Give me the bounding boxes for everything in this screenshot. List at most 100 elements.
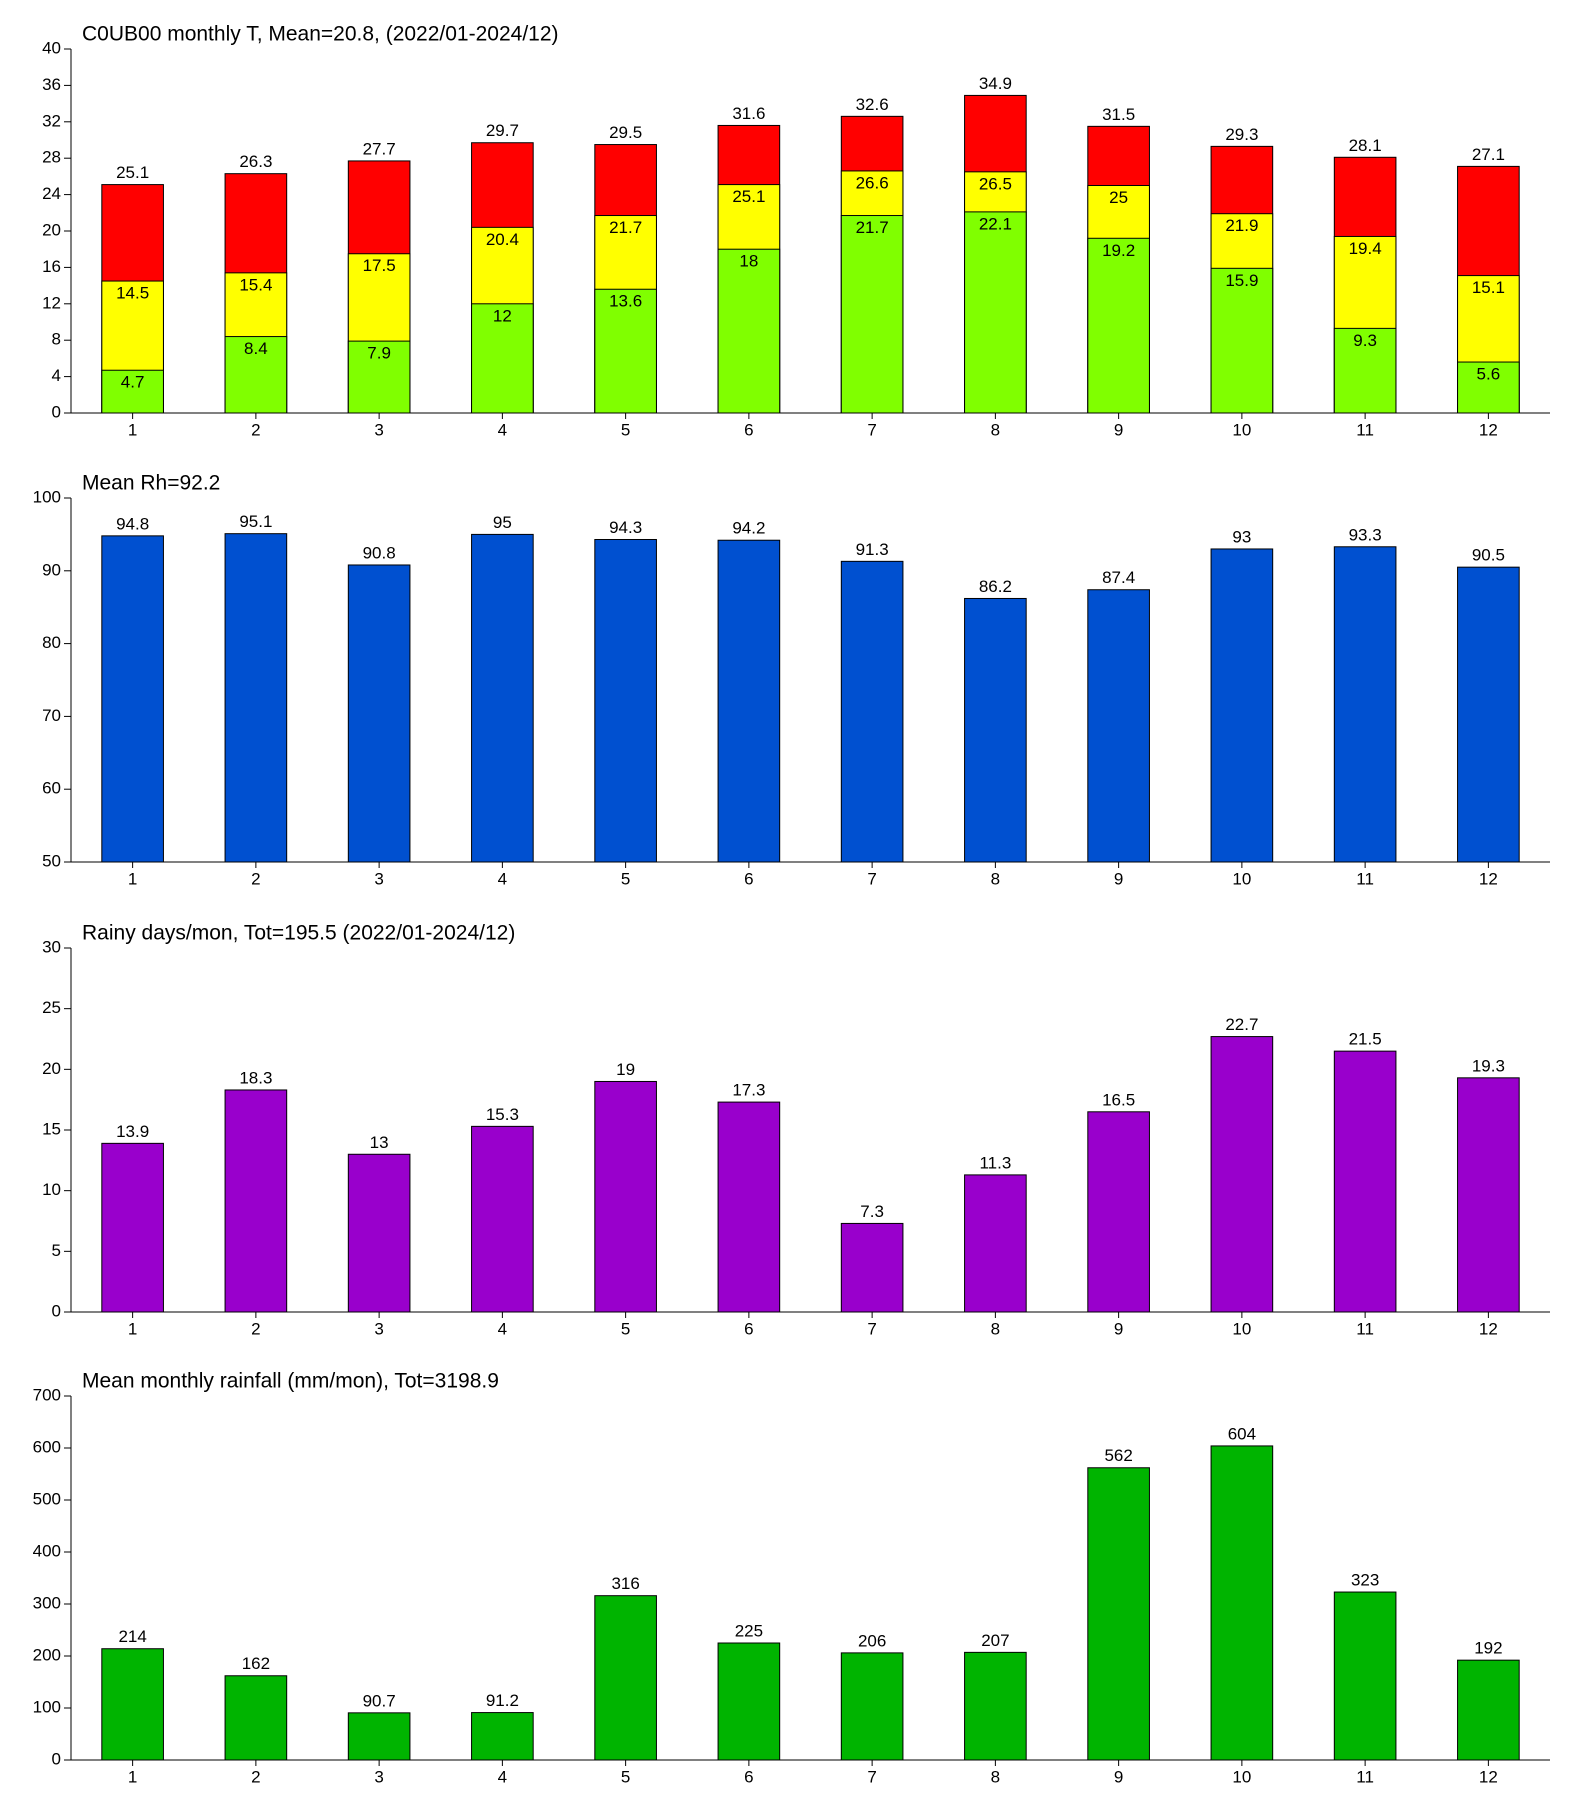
y-tick-label: 300: [33, 1593, 61, 1612]
x-tick-label: 11: [1356, 869, 1374, 888]
x-tick-label: 10: [1232, 1767, 1251, 1786]
value-label: 86.2: [979, 577, 1012, 596]
value-label: 19.2: [1102, 241, 1135, 260]
x-tick-label: 3: [374, 420, 383, 439]
y-tick-label: 20: [42, 1059, 61, 1078]
value-label: 16.5: [1102, 1090, 1135, 1109]
value-label: 26.3: [239, 152, 272, 171]
value-label: 94.2: [732, 519, 765, 538]
x-tick-label: 7: [867, 869, 876, 888]
bar: [1333, 1591, 1397, 1761]
x-tick-label: 9: [1114, 869, 1123, 888]
bar: [717, 1101, 781, 1313]
x-tick-label: 2: [251, 1319, 260, 1338]
x-tick-label: 5: [621, 420, 630, 439]
value-label: 29.5: [609, 123, 642, 142]
bar: [224, 533, 288, 863]
x-tick-label: 6: [744, 869, 753, 888]
y-tick-label: 70: [42, 706, 61, 725]
y-tick-label: 50: [42, 851, 61, 870]
bar: [1210, 267, 1274, 414]
value-label: 93.3: [1349, 525, 1382, 544]
value-label: 17.5: [363, 256, 396, 275]
x-tick-label: 6: [744, 420, 753, 439]
value-label: 29.7: [486, 121, 519, 140]
x-tick-label: 3: [374, 1767, 383, 1786]
x-tick-label: 8: [991, 1767, 1000, 1786]
x-tick-label: 1: [128, 1319, 137, 1338]
x-tick-label: 8: [991, 1319, 1000, 1338]
x-tick-label: 11: [1356, 1319, 1374, 1338]
value-label: 21.7: [856, 218, 889, 237]
value-label: 323: [1351, 1571, 1379, 1590]
bar: [594, 1595, 657, 1761]
value-label: 25.1: [116, 163, 149, 182]
value-label: 13.9: [116, 1122, 149, 1141]
value-label: 316: [611, 1574, 639, 1593]
value-label: 207: [981, 1631, 1009, 1650]
value-label: 91.2: [486, 1691, 519, 1710]
bar: [1087, 1467, 1150, 1761]
y-tick-label: 400: [33, 1541, 61, 1560]
y-tick-label: 0: [52, 402, 61, 421]
value-label: 95.1: [239, 512, 272, 531]
y-tick-label: 0: [52, 1301, 61, 1320]
bar: [1210, 1036, 1274, 1313]
value-label: 604: [1228, 1424, 1256, 1443]
x-tick-label: 5: [621, 869, 630, 888]
bar: [101, 1142, 164, 1313]
value-label: 18.3: [239, 1068, 272, 1087]
bar: [1333, 546, 1397, 863]
value-label: 29.3: [1225, 125, 1258, 144]
value-label: 14.5: [116, 284, 149, 303]
value-label: 562: [1104, 1446, 1132, 1465]
value-label: 22.1: [979, 214, 1012, 233]
bar: [1457, 1659, 1520, 1761]
value-label: 17.3: [732, 1081, 765, 1100]
bar: [717, 1642, 781, 1761]
bar: [471, 1125, 534, 1313]
value-label: 22.7: [1225, 1015, 1258, 1034]
chart-title: Mean Rh=92.2: [82, 472, 220, 495]
value-label: 5.6: [1477, 365, 1501, 384]
value-label: 162: [242, 1654, 270, 1673]
x-tick-label: 8: [991, 869, 1000, 888]
y-tick-label: 10: [42, 1180, 61, 1199]
value-label: 192: [1474, 1639, 1502, 1658]
value-label: 32.6: [856, 95, 889, 114]
bar: [224, 1089, 288, 1313]
value-label: 20.4: [486, 230, 519, 249]
value-label: 15.3: [486, 1105, 519, 1124]
x-tick-label: 6: [744, 1319, 753, 1338]
bar: [840, 215, 904, 414]
value-label: 206: [858, 1631, 886, 1650]
bar: [717, 539, 781, 863]
x-tick-label: 9: [1114, 1319, 1123, 1338]
bar: [1210, 1445, 1274, 1761]
bar: [964, 1174, 1027, 1313]
bar: [964, 597, 1027, 863]
y-tick-label: 90: [42, 560, 61, 579]
x-tick-label: 2: [251, 1767, 260, 1786]
value-label: 21.9: [1225, 216, 1258, 235]
x-tick-label: 5: [621, 1319, 630, 1338]
bar: [1087, 1111, 1150, 1313]
y-tick-label: 60: [42, 779, 61, 798]
value-label: 4.7: [121, 373, 145, 392]
value-label: 27.7: [363, 139, 396, 158]
x-tick-label: 10: [1232, 1319, 1251, 1338]
value-label: 7.3: [860, 1202, 884, 1221]
value-label: 19: [616, 1060, 635, 1079]
x-tick-label: 11: [1356, 420, 1374, 439]
bar: [347, 1712, 411, 1761]
x-tick-label: 10: [1232, 869, 1251, 888]
x-tick-label: 12: [1479, 1767, 1498, 1786]
value-label: 26.6: [856, 173, 889, 192]
x-tick-label: 2: [251, 420, 260, 439]
bar: [1333, 1050, 1397, 1313]
value-label: 8.4: [244, 339, 268, 358]
value-label: 214: [118, 1627, 146, 1646]
bar: [717, 248, 781, 414]
bar: [347, 564, 411, 863]
